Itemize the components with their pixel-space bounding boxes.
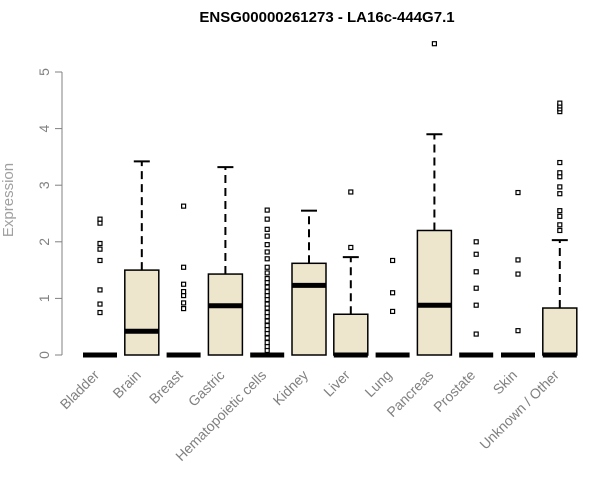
outlier-point [264, 335, 270, 341]
outlier-point [557, 227, 563, 234]
outlier-point [557, 208, 563, 214]
outlier-point [181, 305, 187, 312]
outlier-point [97, 301, 103, 307]
box-body [416, 229, 453, 356]
outlier-point [557, 170, 563, 176]
outlier-point [348, 189, 354, 195]
boxes-group [83, 41, 578, 358]
outlier-point [264, 289, 270, 295]
box-unknown-other [542, 100, 578, 358]
outlier-point [97, 216, 103, 222]
outlier-point [557, 213, 563, 219]
outlier-point [264, 233, 270, 239]
outlier-point [264, 301, 270, 307]
outlier-point [264, 249, 270, 255]
y-axis-label: Expression [0, 163, 17, 237]
outlier-point [515, 257, 521, 263]
y-axis: 0 1 2 3 4 5 [36, 68, 63, 359]
outlier-point [264, 264, 270, 270]
x-tick-label-brain: Brain [109, 367, 143, 401]
outlier-point [97, 240, 103, 247]
box-body [207, 273, 244, 356]
y-tick-label-1: 1 [36, 294, 52, 302]
box-lung [375, 257, 410, 358]
outlier-point [390, 257, 396, 264]
outlier-point [264, 216, 270, 222]
outlier-point [473, 331, 479, 337]
outlier-point [97, 257, 103, 264]
outlier-point [557, 159, 563, 166]
outlier-point [348, 244, 354, 251]
outlier-point [473, 285, 479, 291]
outlier-point [557, 222, 563, 228]
outlier-point [431, 41, 437, 47]
outlier-point [181, 300, 187, 306]
box-hematopoietic-cells [250, 207, 285, 358]
outlier-point [264, 256, 270, 262]
x-tick-label-prostate: Prostate [430, 367, 478, 415]
outlier-point [264, 322, 270, 329]
x-tick-label-unknown-other: Unknown / Other [476, 367, 562, 453]
outlier-point [264, 339, 270, 346]
outlier-point [181, 281, 187, 287]
outlier-point [515, 328, 521, 334]
outlier-point [557, 184, 563, 190]
box-breast [166, 203, 201, 358]
outlier-point [264, 242, 270, 248]
outlier-point [390, 308, 396, 315]
box-gastric [207, 166, 244, 356]
y-tick-label-5: 5 [36, 68, 52, 76]
x-tick-label-skin: Skin [490, 367, 521, 398]
outlier-point [264, 284, 270, 290]
box-prostate [459, 239, 494, 358]
box-brain [124, 160, 160, 356]
outlier-point [97, 287, 103, 293]
box-body [542, 307, 578, 356]
outlier-point [473, 269, 479, 275]
y-tick-label-2: 2 [36, 238, 52, 246]
outlier-point [557, 191, 563, 197]
box-body [124, 269, 160, 356]
box-bladder [83, 216, 117, 358]
outlier-point [97, 246, 103, 252]
outlier-point [557, 100, 563, 106]
outlier-point [181, 264, 187, 270]
outlier-point [473, 251, 479, 257]
y-tick-label-0: 0 [36, 351, 52, 359]
outlier-point [181, 289, 187, 295]
x-tick-label-lung: Lung [361, 367, 394, 400]
outlier-point [473, 239, 479, 245]
outlier-point [264, 270, 270, 276]
outlier-point [515, 271, 521, 277]
outlier-point [515, 189, 521, 196]
outlier-point [264, 309, 270, 316]
outlier-point [264, 226, 270, 232]
outlier-point [473, 302, 479, 308]
box-body [333, 313, 369, 356]
outlier-point [264, 207, 270, 213]
x-tick-label-kidney: Kidney [270, 367, 312, 409]
box-kidney [291, 209, 327, 356]
box-pancreas [416, 41, 453, 356]
outlier-point [97, 309, 103, 316]
outlier-point [181, 203, 187, 209]
y-tick-label-4: 4 [36, 124, 52, 132]
outlier-point [264, 318, 270, 324]
x-tick-label-bladder: Bladder [57, 367, 103, 413]
outlier-point [264, 275, 270, 282]
box-body [291, 262, 327, 356]
x-tick-label-breast: Breast [146, 367, 186, 407]
chart-title: ENSG00000261273 - LA16c-444G7.1 [199, 9, 454, 26]
box-liver [333, 189, 369, 358]
outlier-point [390, 290, 396, 296]
box-skin [501, 189, 535, 358]
y-tick-label-3: 3 [36, 181, 52, 189]
x-tick-label-liver: Liver [320, 367, 353, 400]
